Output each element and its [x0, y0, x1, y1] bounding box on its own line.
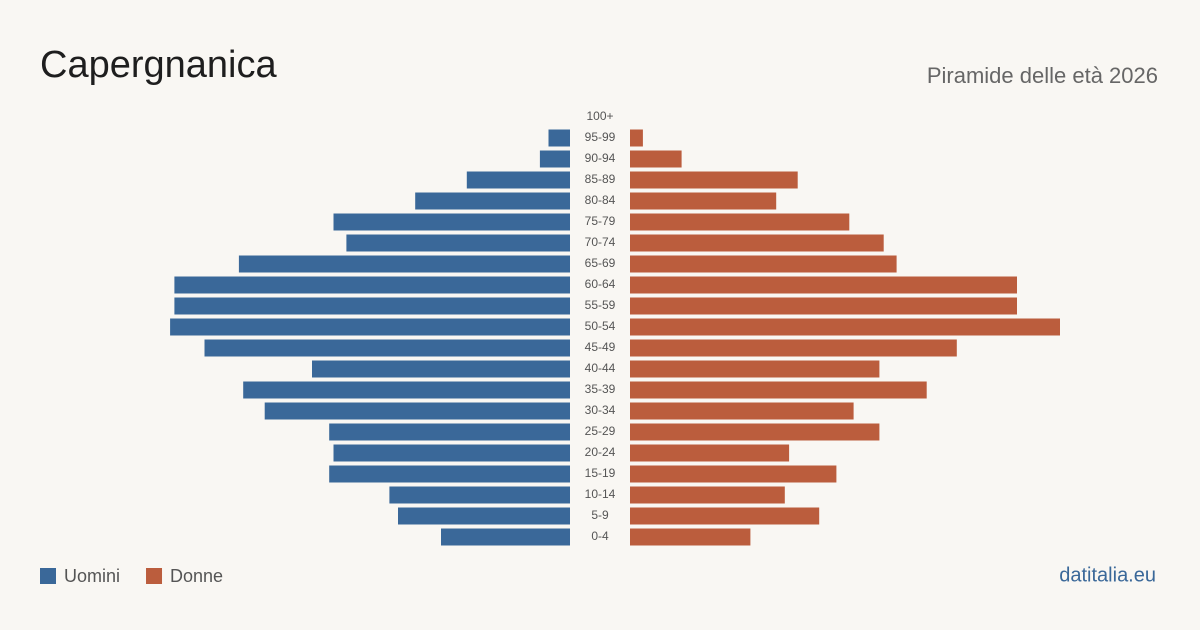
- chart-subtitle: Piramide delle età 2026: [927, 63, 1158, 88]
- bar: [630, 150, 682, 168]
- bar: [174, 297, 570, 315]
- age-label: 80-84: [585, 193, 616, 207]
- age-label: 100+: [586, 109, 613, 123]
- bar: [548, 129, 570, 147]
- age-label: 35-39: [585, 382, 616, 396]
- age-label: 65-69: [585, 256, 616, 270]
- legend-label: Donne: [170, 566, 223, 586]
- bar: [333, 444, 570, 462]
- bar: [329, 465, 570, 483]
- age-label: 15-19: [585, 466, 616, 480]
- bar: [630, 213, 850, 231]
- legend-label: Uomini: [64, 566, 120, 586]
- age-label: 20-24: [585, 445, 616, 459]
- legend-swatch: [146, 568, 163, 584]
- bar: [630, 486, 785, 504]
- bar: [333, 213, 570, 231]
- bar: [630, 129, 643, 147]
- age-label: 55-59: [585, 298, 616, 312]
- bar: [243, 381, 570, 399]
- bar: [312, 360, 570, 378]
- bar: [630, 528, 751, 546]
- bar: [389, 486, 570, 504]
- bar: [630, 276, 1017, 294]
- bar: [204, 339, 570, 357]
- bar: [630, 192, 777, 210]
- bar: [630, 402, 854, 420]
- age-label: 70-74: [585, 235, 616, 249]
- age-label: 95-99: [585, 130, 616, 144]
- bar: [630, 444, 790, 462]
- bar: [630, 297, 1017, 315]
- bar: [630, 339, 957, 357]
- age-label: 40-44: [585, 361, 616, 375]
- bar: [415, 192, 570, 210]
- age-label: 25-29: [585, 424, 616, 438]
- bar: [630, 465, 837, 483]
- age-label: 0-4: [591, 529, 609, 543]
- age-label: 30-34: [585, 403, 616, 417]
- bar: [329, 423, 570, 441]
- bar: [630, 171, 798, 189]
- age-label: 75-79: [585, 214, 616, 228]
- bar: [630, 381, 927, 399]
- age-label: 90-94: [585, 151, 616, 165]
- bar: [346, 234, 570, 252]
- bar: [539, 150, 570, 168]
- source: datitalia.eu: [1059, 564, 1156, 586]
- bar: [441, 528, 570, 546]
- age-label: 45-49: [585, 340, 616, 354]
- bar: [630, 360, 880, 378]
- bar: [630, 234, 884, 252]
- bar: [630, 255, 897, 273]
- bar: [174, 276, 570, 294]
- chart-title: Capergnanica: [40, 44, 277, 86]
- age-label: 60-64: [585, 277, 616, 291]
- bar: [630, 507, 820, 525]
- bar: [398, 507, 570, 525]
- bar: [170, 318, 570, 336]
- bar: [238, 255, 570, 273]
- age-label: 50-54: [585, 319, 616, 333]
- legend-swatch: [40, 568, 56, 584]
- age-label: 5-9: [591, 508, 609, 522]
- bar: [264, 402, 570, 420]
- age-label: 10-14: [585, 487, 616, 501]
- bar: [466, 171, 570, 189]
- bar: [630, 423, 880, 441]
- bar: [630, 318, 1060, 336]
- age-label: 85-89: [585, 172, 616, 186]
